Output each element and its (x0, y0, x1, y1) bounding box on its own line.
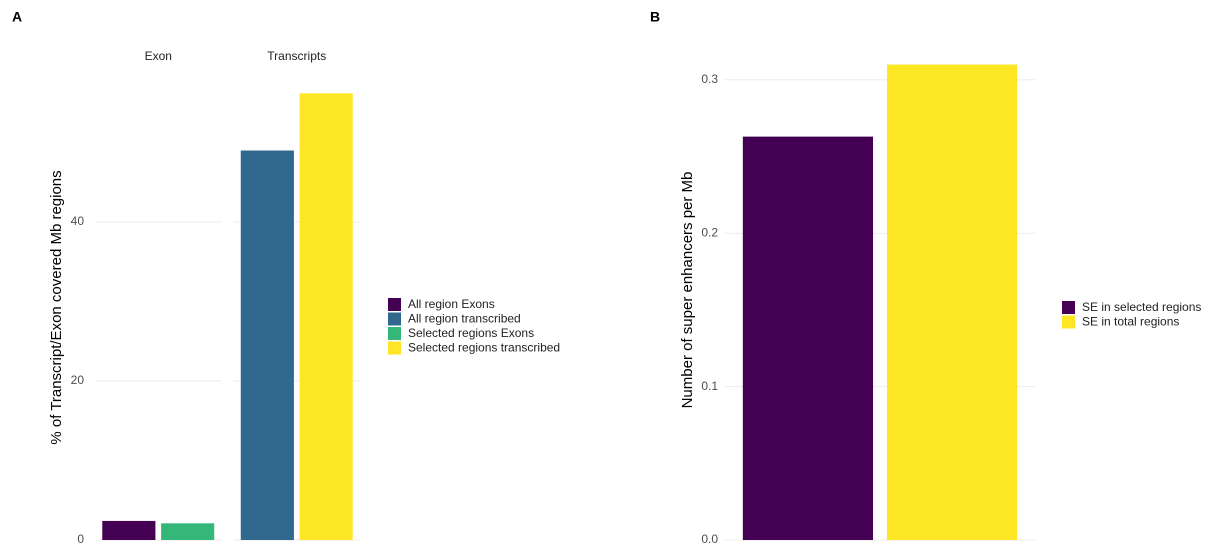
bar (102, 520, 156, 540)
bar (161, 523, 215, 540)
legend-label: Selected regions Exons (408, 326, 534, 340)
bar (742, 136, 874, 540)
y-axis-label: % of Transcript/Exon covered Mb regions (48, 170, 65, 444)
facet-label: Transcripts (267, 49, 326, 63)
y-tick-label: 0.0 (701, 532, 718, 546)
legend-swatch (388, 298, 401, 311)
y-tick-label: 0.3 (701, 72, 718, 86)
panel-label: A (12, 9, 22, 25)
facet-label: Exon (145, 49, 172, 63)
legend-label: Selected regions transcribed (408, 341, 560, 355)
y-axis-label: Number of super enhancers per Mb (679, 172, 696, 409)
legend-swatch (388, 327, 401, 340)
y-tick-label: 40 (71, 214, 85, 228)
panel-label: B (650, 9, 660, 25)
legend-label: SE in selected regions (1082, 300, 1201, 314)
legend-label: All region transcribed (408, 312, 521, 326)
y-tick-label: 0.2 (701, 225, 718, 239)
legend-swatch (1062, 301, 1075, 314)
legend-swatch (1062, 315, 1075, 329)
legend-swatch (388, 312, 401, 326)
legend-label: All region Exons (408, 297, 495, 311)
bar (886, 64, 1018, 540)
y-tick-label: 0.1 (701, 379, 718, 393)
bar (299, 93, 353, 541)
legend-label: SE in total regions (1082, 315, 1179, 329)
legend-swatch (388, 341, 401, 355)
bar (240, 150, 294, 540)
y-tick-label: 0 (77, 532, 84, 546)
y-tick-label: 20 (71, 373, 85, 387)
